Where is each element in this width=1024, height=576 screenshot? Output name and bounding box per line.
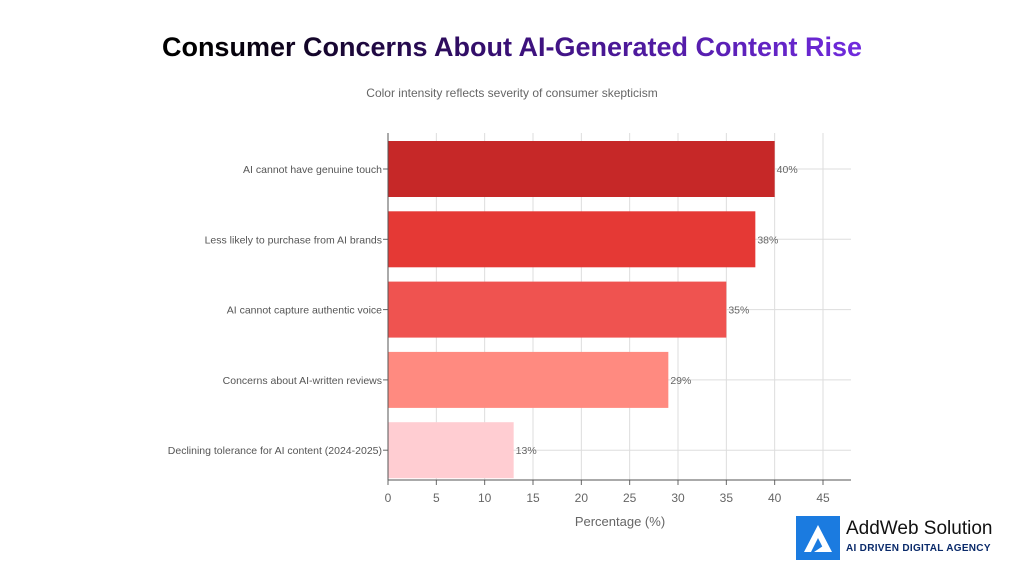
category-label: AI cannot have genuine touch <box>243 164 382 176</box>
category-label: AI cannot capture authentic voice <box>227 305 382 317</box>
bar <box>388 281 727 338</box>
x-tick-label: 30 <box>671 491 685 505</box>
x-tick-label: 25 <box>623 491 637 505</box>
chart-subtitle: Color intensity reflects severity of con… <box>366 86 658 100</box>
category-label: Declining tolerance for AI content (2024… <box>168 445 382 457</box>
data-label: 35% <box>728 305 749 317</box>
bar <box>388 422 514 479</box>
data-label: 29% <box>670 375 691 387</box>
data-label: 40% <box>777 164 798 176</box>
logo-icon <box>796 516 840 560</box>
x-tick-label: 15 <box>526 491 540 505</box>
addweb-logo: AddWeb Solution AI DRIVEN DIGITAL AGENCY <box>796 516 1016 562</box>
bar <box>388 211 756 268</box>
x-tick-label: 40 <box>768 491 782 505</box>
x-tick-label: 45 <box>816 491 830 505</box>
x-tick-label: 20 <box>575 491 589 505</box>
category-label: Concerns about AI-written reviews <box>223 375 382 387</box>
chart-title: Consumer Concerns About AI-Generated Con… <box>0 32 1024 63</box>
x-tick-label: 35 <box>720 491 734 505</box>
logo-tagline: AI DRIVEN DIGITAL AGENCY <box>846 543 991 554</box>
bar <box>388 141 775 197</box>
bar <box>388 351 669 408</box>
data-label: 13% <box>516 445 537 457</box>
x-axis-title: Percentage (%) <box>575 514 665 529</box>
x-tick-label: 10 <box>478 491 492 505</box>
category-label: Less likely to purchase from AI brands <box>205 234 382 246</box>
logo-name: AddWeb Solution <box>846 518 993 539</box>
data-label: 38% <box>757 234 778 246</box>
x-tick-label: 5 <box>433 491 440 505</box>
x-tick-label: 0 <box>385 491 392 505</box>
